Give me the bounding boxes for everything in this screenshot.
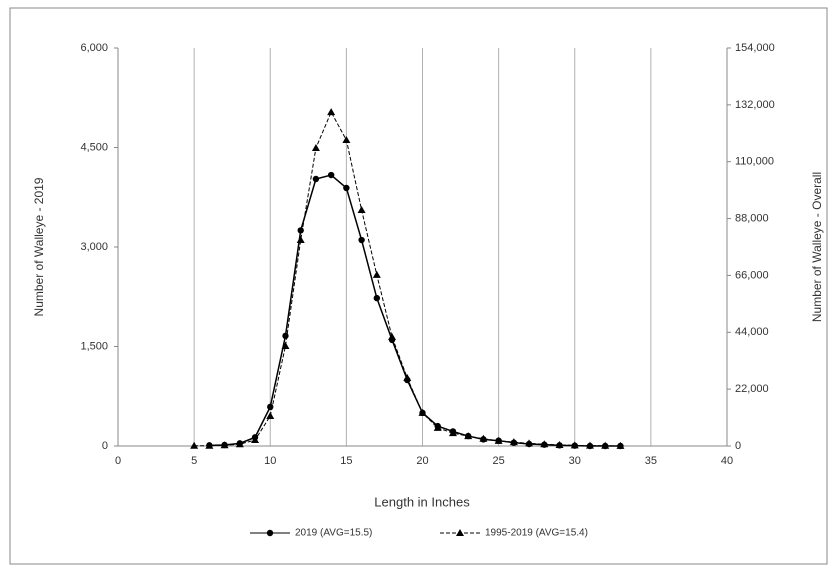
point [403,374,412,382]
x-tick-label: 15 [340,455,352,467]
point [373,294,381,302]
y-axis-title: Number of Walleye - 2019 [32,177,46,316]
point [433,423,442,431]
point [281,341,290,349]
point [220,441,229,449]
point [585,441,594,449]
y-tick-label: 4,500 [80,141,108,153]
point [312,175,320,183]
point [357,206,366,214]
point [616,441,625,449]
point [540,440,549,448]
point [342,136,351,144]
point [311,144,320,152]
y2-tick-label: 88,000 [735,212,769,224]
x-tick-label: 40 [721,455,733,467]
y2-tick-label: 110,000 [735,156,774,168]
y2-tick-label: 154,000 [735,42,775,54]
x-tick-label: 35 [645,455,657,467]
frame [9,7,828,565]
x-tick-label: 25 [493,455,505,467]
y2-tick-label: 132,000 [735,99,775,111]
y-tick-label: 6,000 [80,42,108,54]
point [418,408,427,416]
point [190,441,199,449]
y-tick-label: 1,500 [80,340,108,352]
point [494,436,503,444]
y2-tick-label: 44,000 [735,326,769,338]
point [235,440,244,448]
y2-tick-label: 66,000 [735,269,769,281]
legend-label: 2019 (AVG=15.5) [295,528,372,539]
point [205,441,214,449]
point [343,184,350,192]
point [327,171,335,179]
x-tick-label: 0 [115,455,121,467]
legend-label: 1995-2019 (AVG=15.4) [485,528,588,539]
y-tick-label: 0 [102,440,108,452]
point [296,236,305,244]
point [327,108,336,116]
x-tick-label: 10 [264,455,276,467]
point [297,227,304,234]
point [555,440,564,448]
x-axis-title: Length in Inches [374,494,470,509]
point [266,412,275,420]
point [525,439,534,447]
y2-tick-label: 22,000 [735,383,769,395]
y2-tick-label: 0 [735,440,741,452]
y2-axis-title: Number of Walleye - Overall [810,172,824,322]
x-tick-label: 5 [191,455,197,467]
x-tick-label: 20 [416,455,428,467]
point [448,429,457,437]
point [372,270,381,278]
x-tick-label: 30 [569,455,581,467]
y-tick-label: 3,000 [80,241,108,253]
point [251,436,260,444]
point [509,438,518,446]
point [570,441,579,449]
point [456,529,464,536]
point [266,529,274,537]
point [388,332,397,340]
point [479,434,488,442]
point [464,432,473,440]
point [601,441,610,449]
point [358,236,365,244]
